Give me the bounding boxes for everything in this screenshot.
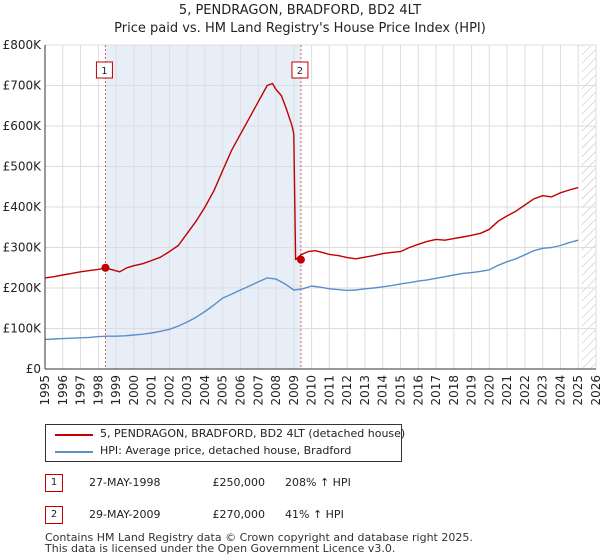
footer-licence: This data is licensed under the Open Gov… — [45, 542, 396, 555]
transaction-row: 1 27-MAY-1998 £250,000 208% ↑ HPI — [45, 474, 465, 492]
property-price-line — [44, 82, 579, 279]
x-tick-label: 2019 — [465, 375, 479, 406]
x-tick-label: 2023 — [536, 375, 550, 406]
transaction-price: £250,000 — [212, 476, 266, 489]
x-tick-label: 2008 — [269, 375, 283, 406]
x-tick-label: 2026 — [589, 375, 600, 406]
x-tick-label: 2005 — [216, 375, 230, 406]
y-tick-label: £800K — [3, 38, 43, 52]
legend-item-hpi: HPI: Average price, detached house, Brad… — [46, 443, 401, 461]
x-tick-label: 1999 — [109, 375, 123, 406]
x-tick-label: 2018 — [447, 375, 461, 406]
transaction-row: 2 29-MAY-2009 £270,000 41% ↑ HPI — [45, 506, 465, 524]
legend-swatch-property — [55, 434, 93, 436]
legend-swatch-hpi — [55, 451, 93, 453]
hpi-line — [44, 239, 579, 341]
transaction-date: 27-MAY-1998 — [89, 476, 161, 489]
legend-item-property: 5, PENDRAGON, BRADFORD, BD2 4LT (detache… — [46, 426, 405, 444]
x-tick-label: 2012 — [340, 375, 354, 406]
footer-copyright: Contains HM Land Registry data © Crown c… — [45, 531, 473, 544]
y-tick-label: £700K — [3, 79, 43, 93]
x-tick-label: 2011 — [322, 375, 336, 406]
chart-subtitle: Price paid vs. HM Land Registry's House … — [114, 21, 486, 36]
y-tick-label: £0 — [26, 362, 41, 376]
marker-label-box — [95, 61, 113, 79]
y-tick-label: £600K — [3, 119, 43, 133]
x-tick-label: 2010 — [305, 375, 319, 406]
legend-label-hpi: HPI: Average price, detached house, Brad… — [100, 444, 352, 457]
transaction-date: 29-MAY-2009 — [89, 508, 161, 521]
legend: 5, PENDRAGON, BRADFORD, BD2 4LT (detache… — [45, 424, 405, 462]
x-tick-label: 2025 — [571, 375, 585, 406]
x-tick-label: 2016 — [411, 375, 425, 406]
x-tick-label: 2002 — [162, 375, 176, 406]
chart-title: 5, PENDRAGON, BRADFORD, BD2 4LT — [178, 3, 422, 18]
x-tick-label: 2015 — [393, 375, 407, 406]
y-tick-label: £100K — [3, 322, 43, 336]
transaction-hpi: 41% ↑ HPI — [285, 508, 344, 521]
x-tick-label: 2020 — [482, 375, 496, 406]
x-tick-label: 2006 — [234, 375, 248, 406]
x-tick-label: 2001 — [145, 375, 159, 406]
y-tick-label: £200K — [3, 281, 43, 295]
transaction-marker: 2 — [45, 506, 63, 524]
x-tick-label: 1997 — [74, 375, 88, 406]
sale-point — [101, 263, 110, 272]
transaction-price: £270,000 — [212, 508, 266, 521]
x-tick-label: 2017 — [429, 375, 443, 406]
x-tick-label: 2022 — [518, 375, 532, 406]
marker-label-box — [291, 61, 309, 79]
marker-label: 1 — [101, 66, 107, 77]
x-tick-label: 2007 — [251, 375, 265, 406]
y-tick-label: £500K — [3, 160, 43, 174]
transaction-marker: 1 — [45, 474, 63, 492]
marker-label: 2 — [297, 66, 303, 77]
footer: Contains HM Land Registry data © Crown c… — [45, 532, 473, 554]
sale-point — [296, 255, 305, 264]
x-tick-label: 1995 — [38, 375, 52, 406]
x-tick-label: 2021 — [500, 375, 514, 406]
y-tick-label: £300K — [3, 241, 43, 255]
x-tick-label: 2014 — [376, 375, 390, 406]
x-tick-label: 2003 — [180, 375, 194, 406]
x-tick-label: 2013 — [358, 375, 372, 406]
x-tick-label: 1998 — [91, 375, 105, 406]
price-chart: £0 £100K £200K £300K £400K £500K £600K £700K £80… — [3, 38, 600, 406]
x-tick-label: 2024 — [553, 375, 567, 406]
transaction-hpi: 208% ↑ HPI — [285, 476, 351, 489]
x-tick-label: 1996 — [56, 375, 70, 406]
x-tick-label: 2009 — [287, 375, 301, 406]
x-tick-label: 2000 — [127, 375, 141, 406]
legend-label-property: 5, PENDRAGON, BRADFORD, BD2 4LT (detache… — [100, 427, 406, 440]
y-tick-label: £400K — [3, 200, 43, 214]
x-tick-label: 2004 — [198, 375, 212, 406]
